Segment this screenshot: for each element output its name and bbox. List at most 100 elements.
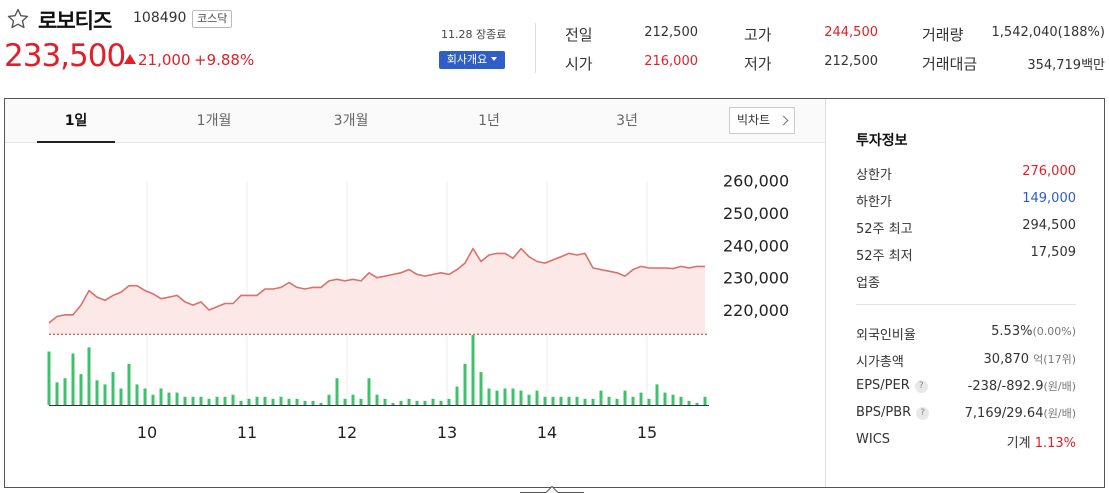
- volume-bar: [415, 400, 419, 405]
- volume-bar: [663, 392, 667, 405]
- volume-bar: [367, 378, 371, 405]
- bps-pbr-label-wrap: BPS/PBR?: [856, 405, 930, 420]
- volume-bar: [255, 396, 259, 405]
- volume-value: 1,542,040(188%): [991, 25, 1105, 40]
- volume-bar: [71, 353, 75, 405]
- volume-bar: [183, 396, 187, 405]
- volume-bar: [143, 388, 147, 405]
- volume-bar: [503, 388, 507, 405]
- volume-bar: [391, 402, 395, 405]
- volume-bar: [439, 400, 443, 405]
- low-value: 212,500: [824, 54, 878, 69]
- foreign-ratio-value: 5.53%(0.00%): [991, 324, 1076, 339]
- lower-limit-label: 하한가: [856, 195, 892, 210]
- volume-bar: [599, 390, 603, 405]
- tab-1m[interactable]: 1개월: [196, 113, 232, 129]
- x-tick-label: 12: [337, 423, 357, 442]
- volume-bar: [695, 402, 699, 405]
- tab-3m[interactable]: 3개월: [333, 113, 369, 129]
- x-tick-label: 15: [637, 423, 657, 442]
- eps-per-sub: (원/배): [1043, 380, 1076, 393]
- volume-bar: [311, 400, 315, 405]
- volume-bar: [175, 392, 179, 405]
- upper-limit-row: 상한가 276,000: [856, 164, 1076, 183]
- high-52w-label: 52주 최고: [856, 222, 913, 237]
- foreign-ratio-sub: (0.00%): [1032, 325, 1076, 338]
- bigchart-button[interactable]: 빅차트: [729, 107, 795, 134]
- volume-bar: [471, 335, 475, 405]
- tab-1d[interactable]: 1일: [37, 99, 115, 143]
- trade-amount-label: 거래대금: [922, 55, 978, 73]
- divider: [856, 304, 1076, 305]
- volume-bar: [239, 400, 243, 405]
- volume-bar: [623, 390, 627, 405]
- tab-3y[interactable]: 3년: [616, 113, 638, 129]
- price-change-value: 21,000: [138, 51, 191, 69]
- volume-bar: [535, 390, 539, 405]
- lower-limit-value: 149,000: [1022, 191, 1076, 206]
- price-change: 21,000: [124, 51, 191, 69]
- panel-toggle-icon[interactable]: [520, 484, 584, 493]
- high-52w-value: 294,500: [1022, 218, 1076, 233]
- volume-bar: [607, 396, 611, 405]
- bigchart-label: 빅차트: [737, 113, 771, 127]
- wics-value: 기계 1.13%: [1007, 432, 1076, 451]
- volume-bar: [359, 398, 363, 405]
- eps-per-label-wrap: EPS/PER?: [856, 378, 928, 393]
- volume-bar: [167, 392, 171, 405]
- bps-pbr-value: 7,169/29.64(원/배): [965, 405, 1076, 421]
- volume-bar: [103, 384, 107, 405]
- market-cap-row: 시가총액 30,870 억(17위): [856, 351, 1076, 370]
- market-close-time: 11.28 장종료: [441, 28, 507, 41]
- open-label: 시가: [565, 55, 593, 73]
- price-chart: 260,000 250,000 240,000 230,000 220,000 10 11 1…: [47, 172, 789, 442]
- volume-bar: [95, 380, 99, 405]
- x-tick-label: 10: [137, 423, 157, 442]
- chevron-down-icon: [491, 57, 498, 61]
- foreign-ratio-label: 외국인비율: [856, 328, 916, 343]
- company-overview-button[interactable]: 회사개요: [439, 51, 505, 69]
- help-icon[interactable]: ?: [916, 407, 930, 420]
- volume-bar: [295, 398, 299, 405]
- tab-1y[interactable]: 1년: [478, 113, 500, 129]
- high-52w-row: 52주 최고 294,500: [856, 218, 1076, 237]
- volume-bar: [111, 372, 115, 405]
- volume-bar: [687, 400, 691, 405]
- volume-bar: [47, 351, 51, 405]
- volume-bar: [55, 382, 59, 405]
- volume-bar: [63, 378, 67, 405]
- wics-row: WICS 기계 1.13%: [856, 432, 1076, 451]
- volume-bar: [583, 398, 587, 405]
- volume-bar: [383, 398, 387, 405]
- volume-bar: [319, 402, 323, 405]
- volume-bar: [335, 378, 339, 405]
- market-cap-sub: 억(17위): [1033, 353, 1076, 366]
- volume-bar: [543, 396, 547, 405]
- volume-bar: [279, 396, 283, 405]
- star-icon[interactable]: [6, 7, 30, 31]
- change-rate: +9.88%: [194, 51, 255, 69]
- volume-bar: [271, 398, 275, 405]
- chevron-right-icon: [778, 115, 789, 126]
- volume-bar: [703, 396, 707, 405]
- volume-bar: [671, 394, 675, 405]
- volume-bar: [631, 396, 635, 405]
- volume-bar: [87, 347, 91, 405]
- help-icon[interactable]: ?: [914, 380, 928, 393]
- stock-header: 로보티즈 108490 코스닥 233,500 21,000 +9.88% 11…: [0, 0, 1109, 92]
- volume-bar: [511, 388, 515, 405]
- wics-rate: 1.13%: [1034, 436, 1076, 451]
- stock-code: 108490: [133, 10, 187, 26]
- volume-bar: [119, 388, 123, 405]
- high-label: 고가: [744, 26, 772, 44]
- prev-close-label: 전일: [565, 26, 593, 44]
- volume-bar: [231, 394, 235, 405]
- volume-bar: [575, 396, 579, 405]
- industry-row: 업종: [856, 272, 1076, 291]
- y-tick-label: 260,000: [723, 172, 789, 191]
- volume-bar: [679, 396, 683, 405]
- chart-panel: 1일 1개월 3개월 1년 3년 빅차트 260,000 250,000 240,0…: [4, 98, 1105, 488]
- volume-bar: [343, 398, 347, 405]
- upper-limit-value: 276,000: [1022, 164, 1076, 179]
- bps-pbr-row: BPS/PBR? 7,169/29.64(원/배): [856, 405, 1076, 421]
